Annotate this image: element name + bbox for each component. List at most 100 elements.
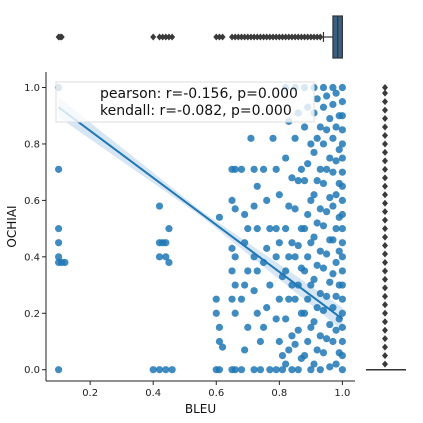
x-outlier [229, 33, 236, 41]
y-tick-label: 0.2 [24, 309, 40, 320]
scatter-point [300, 352, 309, 360]
y-outlier [382, 326, 388, 334]
y-outlier [382, 98, 388, 106]
scatter-point [272, 225, 280, 233]
scatter-point [338, 366, 346, 374]
scatter-point [218, 343, 227, 351]
scatter-point [155, 366, 164, 374]
scatter-point [272, 165, 280, 173]
scatter-point [278, 352, 287, 360]
scatter-point [291, 340, 299, 348]
scatter-point [291, 205, 299, 213]
scatter-point [338, 323, 346, 331]
scatter-point [165, 225, 173, 233]
scatter-point [244, 323, 252, 331]
scatter-point [313, 95, 321, 103]
x-tick-label: 0.8 [271, 388, 287, 399]
scatter-point [332, 123, 340, 131]
scatter-point [266, 281, 274, 289]
x-outlier [311, 33, 318, 41]
y-outlier [382, 123, 388, 131]
y-tick-label: 0.6 [24, 196, 40, 207]
scatter-point [326, 320, 334, 329]
scatter-point [231, 165, 239, 173]
scatter-point [313, 346, 321, 354]
scatter-point [316, 247, 324, 255]
y-outlier [382, 318, 388, 326]
y-tick-label: 0.0 [24, 365, 40, 376]
scatter-point [332, 157, 340, 165]
regression-line [58, 106, 343, 320]
x-outlier [263, 33, 270, 41]
scatter-point [215, 366, 224, 374]
x-outlier [235, 33, 242, 41]
x-outlier [273, 33, 280, 41]
x-outlier [156, 33, 163, 41]
scatter-point [282, 267, 290, 275]
y-outlier [382, 284, 388, 292]
scatter-point [237, 366, 246, 374]
scatter-point [316, 289, 324, 298]
scatter-point [338, 281, 346, 289]
scatter-point [310, 233, 318, 241]
pearson-stat-text: pearson: r=-0.156, p=0.000 [100, 86, 298, 102]
scatter-point [250, 165, 258, 173]
scatter-point [338, 168, 346, 176]
scatter-point [253, 225, 261, 233]
scatter-point [291, 253, 299, 261]
x-outlier [266, 33, 273, 41]
scatter-point [231, 309, 239, 317]
scatter-point [285, 253, 293, 261]
scatter-point [244, 225, 252, 233]
y-outlier [382, 233, 388, 241]
marginal-y-boxplot [366, 84, 406, 371]
y-outlier [382, 225, 388, 233]
scatter-point [285, 295, 293, 303]
scatter-point [329, 168, 337, 176]
stats-annotation: pearson: r=-0.156, p=0.000 kendall: r=-0… [55, 81, 315, 123]
scatter-point [329, 337, 337, 346]
y-outlier [382, 335, 388, 343]
scatter-point [332, 258, 340, 267]
scatter-point [282, 315, 290, 323]
x-outlier [285, 33, 292, 41]
x-outlier [298, 33, 305, 41]
x-outlier [162, 33, 169, 41]
y-outlier [382, 165, 388, 173]
scatter-point [300, 309, 309, 317]
x-outlier [254, 33, 261, 41]
scatter-point [231, 253, 239, 261]
scatter-point [237, 295, 246, 303]
scatter-point [307, 281, 315, 289]
scatter-point [228, 244, 236, 252]
scatter-point [61, 258, 69, 267]
scatter-point [304, 337, 312, 346]
scatter-point [300, 123, 309, 131]
scatter-point [294, 177, 302, 185]
scatter-point [250, 366, 258, 374]
x-tick-label: 1.0 [334, 388, 350, 399]
scatter-point [300, 177, 309, 185]
scatter-point [269, 134, 277, 142]
scatter-point [55, 165, 63, 173]
scatter-point [319, 83, 328, 92]
scatter-point [338, 98, 346, 106]
y-outlier [382, 275, 388, 283]
scatter-point [285, 202, 293, 210]
y-tick-label: 0.4 [24, 252, 40, 263]
scatter-point [319, 103, 328, 111]
x-outlier [279, 33, 286, 41]
y-outlier [382, 182, 388, 190]
scatter-point [329, 134, 337, 142]
scatter-point [288, 332, 296, 340]
scatter-point [338, 112, 346, 120]
scatter-point [310, 148, 318, 157]
scatter-point [310, 360, 318, 368]
scatter-point [291, 134, 299, 142]
scatter-point [55, 225, 63, 233]
y-outlier [382, 216, 388, 224]
scatter-point [291, 295, 299, 303]
kendall-stat-text: kendall: r=-0.082, p=0.000 [100, 103, 292, 119]
scatter-point [263, 304, 271, 312]
